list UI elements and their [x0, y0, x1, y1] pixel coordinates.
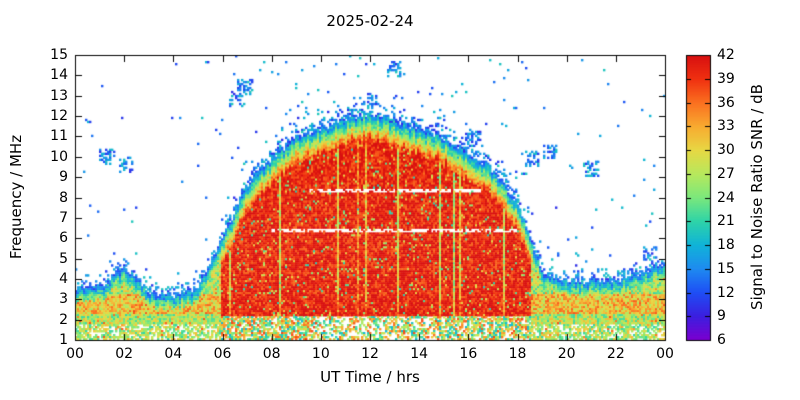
y-tick-label: 1 — [59, 332, 68, 348]
y-tick-label: 12 — [50, 108, 68, 125]
x-tick-label: 12 — [361, 346, 379, 362]
chart-title: 2025-02-24 — [326, 12, 414, 30]
x-tick-label: 00 — [66, 346, 84, 362]
colorbar-tick-label: 9 — [717, 308, 726, 325]
y-tick-label: 5 — [59, 250, 68, 267]
y-tick-label: 2 — [59, 311, 68, 328]
x-tick-label: 16 — [459, 346, 478, 362]
y-tick-label: 4 — [59, 270, 68, 287]
colorbar-tick-label: 24 — [717, 189, 735, 206]
x-tick-label: 10 — [311, 346, 330, 362]
y-tick-label: 8 — [59, 189, 68, 206]
colorbar-tick-label: 21 — [717, 213, 735, 230]
colorbar-label: Signal to Noise Ratio SNR / dB — [748, 84, 766, 310]
x-tick-label: 14 — [410, 346, 429, 362]
y-tick-label: 15 — [50, 47, 68, 63]
x-tick-label: 06 — [213, 346, 232, 362]
y-tick-label: 11 — [50, 128, 68, 145]
x-tick-label: 04 — [164, 346, 183, 362]
y-tick-label: 13 — [50, 87, 68, 104]
colorbar-tick-label: 15 — [717, 260, 735, 277]
x-tick-label: 02 — [115, 346, 134, 362]
x-tick-label: 22 — [606, 346, 625, 362]
y-tick-label: 3 — [59, 291, 68, 308]
x-axis-label: UT Time / hrs — [320, 368, 420, 386]
colorbar-tick-label: 27 — [717, 165, 735, 182]
y-tick-label: 7 — [59, 209, 68, 226]
colorbar-tick-label: 12 — [717, 284, 735, 301]
x-tick-label: 20 — [557, 346, 576, 362]
x-tick-label: 18 — [508, 346, 527, 362]
y-axis-label: Frequency / MHz — [7, 134, 25, 260]
y-tick-label: 6 — [59, 230, 68, 247]
y-tick-label: 9 — [59, 169, 68, 186]
colorbar-tick-label: 42 — [717, 47, 735, 63]
x-tick-label: 00 — [656, 346, 674, 362]
colorbar-tick-label: 36 — [717, 94, 735, 111]
colorbar-tick-label: 6 — [717, 332, 726, 348]
y-tick-label: 14 — [50, 67, 68, 84]
colorbar-tick-label: 18 — [717, 237, 735, 253]
y-tick-label: 10 — [50, 148, 68, 165]
colorbar-tick-label: 30 — [717, 142, 735, 158]
colorbar-tick-label: 39 — [717, 70, 735, 87]
colorbar-tick-label: 33 — [717, 118, 735, 135]
x-tick-label: 08 — [262, 346, 281, 362]
